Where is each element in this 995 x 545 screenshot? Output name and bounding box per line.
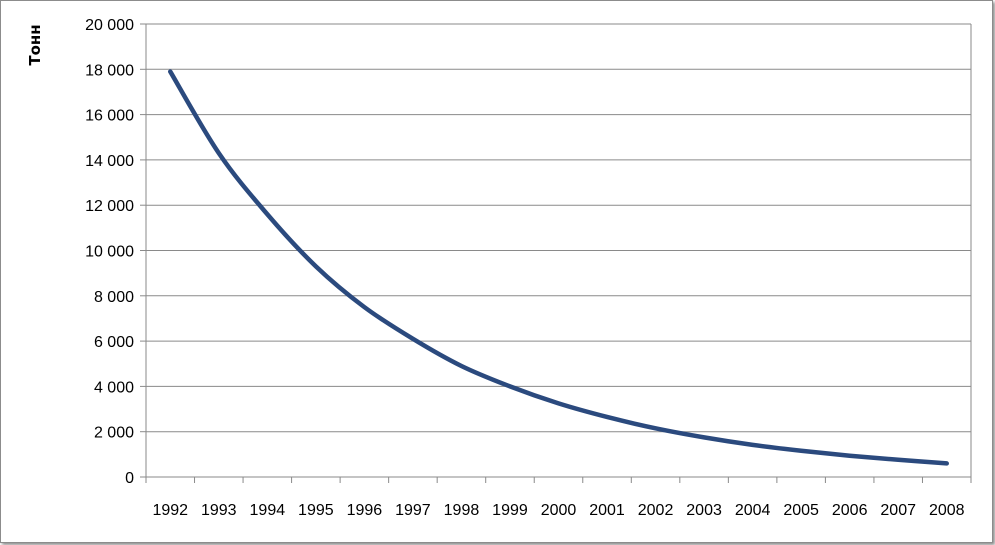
y-tick-label: 8 000 [94, 289, 134, 306]
x-tick-label: 2000 [541, 502, 577, 519]
x-tick-label: 2003 [686, 502, 722, 519]
x-axis-tick-labels: 1992 1993 1994 1995 1996 1997 1998 1999 2000 2001… [152, 502, 964, 519]
x-tick-label: 1998 [444, 502, 480, 519]
x-tick-label: 1993 [201, 502, 237, 519]
x-tick-label: 1996 [347, 502, 383, 519]
y-tick-label: 10 000 [85, 244, 134, 261]
y-axis-title: Тонн [26, 24, 44, 65]
x-tick-label: 2006 [832, 502, 868, 519]
series-line [168, 69, 949, 466]
axes [140, 23, 972, 483]
y-tick-label: 20 000 [85, 17, 134, 34]
series-layer [168, 69, 949, 466]
y-tick-label: 14 000 [85, 153, 134, 170]
grid-lines [146, 23, 971, 433]
x-tick-label: 2002 [638, 502, 674, 519]
x-tick-label: 2005 [783, 502, 819, 519]
y-tick-label: 0 [125, 470, 134, 487]
x-tick-label: 1994 [250, 502, 286, 519]
y-tick-label: 18 000 [85, 62, 134, 79]
x-tick-label: 1997 [395, 502, 431, 519]
x-tick-label: 2001 [589, 502, 625, 519]
x-tick-label: 1999 [492, 502, 528, 519]
y-tick-label: 12 000 [85, 198, 134, 215]
x-tick-label: 1992 [152, 502, 188, 519]
x-tick-label: 2004 [735, 502, 771, 519]
y-tick-label: 6 000 [94, 334, 134, 351]
y-tick-label: 4 000 [94, 379, 134, 396]
x-tick-label: 2007 [880, 502, 916, 519]
x-tick-label: 2008 [929, 502, 965, 519]
x-tick-label: 1995 [298, 502, 334, 519]
y-axis-tick-labels: 0 2 000 4 000 6 000 8 000 10 000 12 000 14 000 1… [85, 17, 134, 487]
y-tick-label: 2 000 [94, 425, 134, 442]
y-tick-label: 16 000 [85, 108, 134, 125]
